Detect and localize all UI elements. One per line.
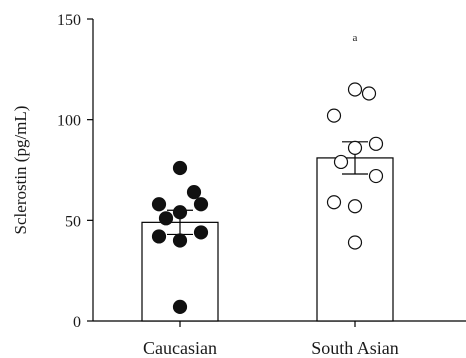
- data-point: [193, 225, 209, 240]
- data-point: [326, 195, 342, 210]
- y-tick-label: 100: [57, 113, 81, 130]
- data-point: [368, 136, 384, 151]
- data-point: [347, 235, 363, 250]
- data-point: [151, 197, 167, 212]
- y-axis-label: Sclerostin (pg/mL): [11, 106, 30, 235]
- y-axis: 0 50 100 150 Sclerostin (pg/mL): [11, 12, 94, 331]
- data-point: [186, 185, 202, 200]
- data-point: [368, 168, 384, 184]
- y-tick-label: 50: [65, 213, 81, 230]
- data-point: [347, 199, 363, 214]
- data-point: [333, 154, 349, 170]
- x-tick-label: South Asian: [311, 338, 399, 358]
- y-tick-label: 150: [57, 12, 81, 29]
- data-point: [172, 233, 188, 248]
- data-point: [172, 205, 188, 220]
- data-point: [172, 299, 188, 315]
- data-point: [193, 197, 209, 212]
- data-point: [158, 211, 174, 226]
- significance-annotation: a: [353, 32, 358, 44]
- data-point: [151, 229, 167, 244]
- y-tick-label: 0: [73, 314, 81, 331]
- x-axis: Caucasian South Asian: [93, 320, 466, 358]
- data-point: [361, 86, 377, 101]
- data-point: [347, 82, 363, 97]
- data-point: [172, 160, 188, 176]
- x-tick-label: Caucasian: [143, 338, 217, 358]
- data-point: [326, 108, 342, 123]
- data-point: [347, 140, 363, 155]
